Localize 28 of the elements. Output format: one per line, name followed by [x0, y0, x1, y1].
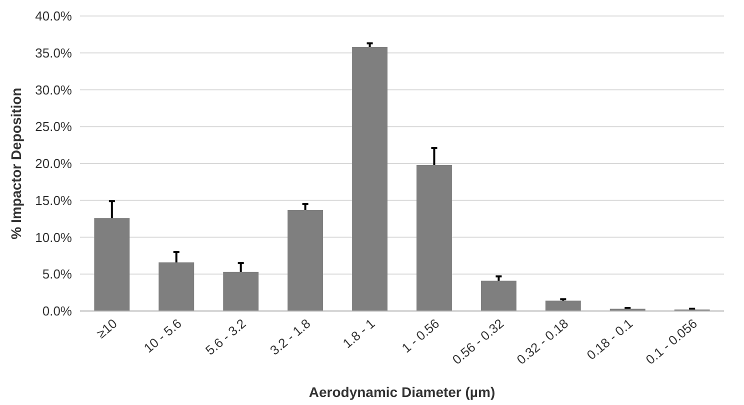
x-tick-label: 1 - 0.56: [398, 316, 442, 356]
x-tick-label: ≥10: [94, 316, 120, 342]
bar: [545, 300, 581, 311]
y-tick-label: 15.0%: [35, 192, 72, 208]
x-tick-label: 0.56 - 0.32: [449, 316, 507, 368]
x-tick-label: 3.2 - 1.8: [267, 316, 314, 358]
bar: [288, 210, 324, 311]
y-tick-label: 35.0%: [35, 45, 72, 60]
x-tick-label: 0.18 - 0.1: [584, 316, 636, 363]
x-tick-label: 10 - 5.6: [140, 316, 184, 356]
x-tick-label: 1.8 - 1: [340, 316, 378, 351]
x-axis-title: Aerodynamic Diameter (µm): [308, 384, 496, 400]
y-tick-label: 25.0%: [35, 119, 72, 134]
y-tick-label: 5.0%: [42, 266, 72, 282]
y-tick-label: 0.0%: [42, 304, 72, 319]
bar: [158, 262, 194, 311]
bar: [480, 280, 516, 311]
bar: [223, 272, 259, 311]
bar: [416, 164, 452, 311]
x-tick-label: 5.6 - 3.2: [202, 316, 249, 358]
y-tick-label: 40.0%: [35, 8, 72, 24]
y-axis-title: % Impactor Deposition: [8, 88, 24, 240]
bar: [94, 218, 130, 311]
y-tick-label: 30.0%: [35, 82, 72, 98]
y-tick-label: 20.0%: [35, 156, 72, 172]
y-tick-label: 10.0%: [35, 230, 72, 245]
bar: [352, 46, 388, 311]
x-tick-label: 0.32 - 0.18: [514, 316, 572, 368]
